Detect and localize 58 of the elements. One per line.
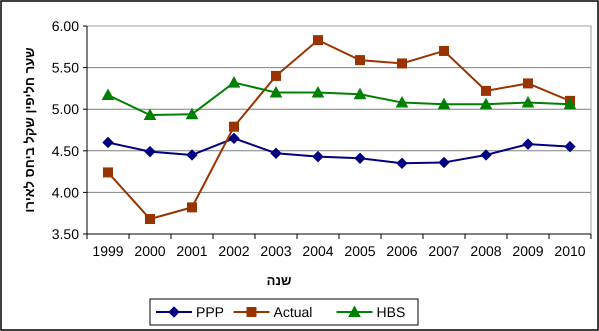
point — [186, 149, 198, 160]
y-tick-label: 5.00 — [52, 101, 80, 118]
y-axis-title: שער חליפין שקל ביחס לאירו — [22, 47, 37, 213]
x-tick-label: 2002 — [218, 243, 250, 259]
y-tick-label: 6.00 — [52, 18, 80, 34]
point — [397, 58, 407, 68]
x-tick-label: 1999 — [92, 243, 124, 259]
point — [228, 132, 240, 144]
point — [187, 202, 197, 212]
x-tick-label: 2004 — [302, 243, 334, 259]
point — [186, 108, 198, 120]
point — [354, 88, 366, 100]
point — [480, 149, 492, 160]
point — [312, 86, 324, 98]
x-tick-label: 2007 — [428, 243, 460, 259]
point — [145, 214, 155, 224]
y-tick-label: 3.50 — [52, 226, 80, 242]
point — [228, 76, 240, 88]
legend-label: Actual — [274, 304, 312, 320]
legend-label: PPP — [196, 304, 224, 320]
x-tick-label: 2006 — [386, 243, 418, 259]
x-axis-title: שנה — [266, 273, 292, 288]
legend-label: HBS — [376, 304, 406, 320]
y-tick-label: 4.00 — [52, 184, 80, 200]
point — [522, 138, 534, 150]
point — [271, 70, 281, 81]
point — [522, 96, 534, 108]
point — [229, 122, 239, 132]
x-tick-label: 2000 — [134, 243, 166, 259]
point — [439, 46, 449, 56]
x-tick-label: 2010 — [554, 243, 586, 259]
point — [438, 98, 450, 110]
point — [103, 167, 113, 178]
point — [312, 151, 324, 162]
x-tick-label: 2005 — [344, 243, 376, 259]
point — [144, 146, 156, 158]
point — [564, 141, 576, 152]
point — [355, 55, 365, 66]
point — [144, 109, 156, 120]
point — [564, 98, 576, 110]
point — [396, 96, 408, 108]
point — [480, 98, 492, 110]
point — [102, 136, 114, 148]
point — [396, 158, 408, 169]
point — [270, 86, 282, 98]
x-tick-label: 2009 — [512, 243, 544, 259]
x-tick-label: 2003 — [260, 243, 292, 259]
x-tick-label: 2008 — [470, 243, 502, 259]
x-tick-label: 2001 — [176, 243, 208, 259]
y-tick-label: 4.50 — [52, 142, 80, 159]
point — [313, 35, 323, 46]
y-tick-label: 5.50 — [52, 60, 80, 76]
point — [523, 78, 533, 88]
point — [270, 148, 282, 159]
point — [481, 86, 491, 96]
point — [438, 156, 450, 168]
point — [102, 89, 114, 100]
point — [354, 152, 366, 164]
